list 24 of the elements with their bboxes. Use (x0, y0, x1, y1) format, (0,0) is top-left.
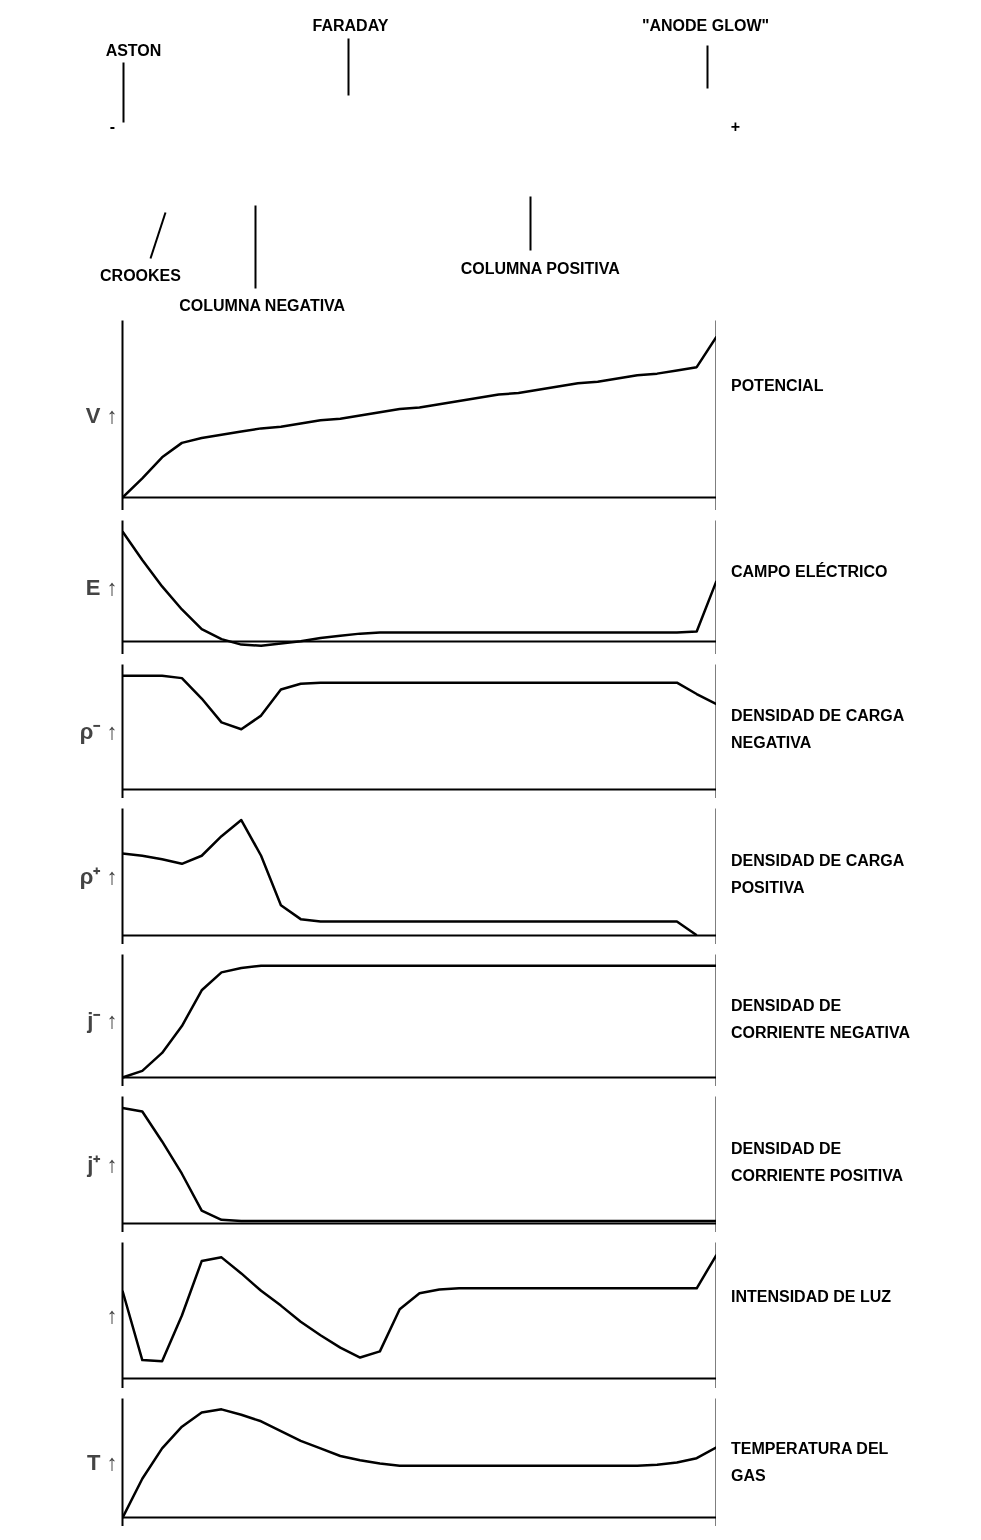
text: INTENSIDAD DE LUZ (731, 1287, 891, 1307)
text: DENSIDAD DE CARGA POSITIVA (731, 851, 905, 899)
y-axis-title: j⁻ ↑ (86, 1008, 118, 1033)
text: DENSIDAD DE CORRIENTE POSITIVA (731, 1139, 905, 1187)
text: DENSIDAD DE CORRIENTE NEGATIVA (731, 996, 911, 1044)
text: CROOKES (100, 267, 182, 284)
y-axis-title: ρ⁺ ↑ (79, 864, 118, 889)
text: + (730, 117, 741, 135)
y-axis-title: ρ⁻ ↑ (79, 719, 118, 744)
text: "ANODE GLOW" (641, 17, 770, 34)
text: POTENCIAL (731, 376, 824, 396)
text: - (109, 117, 116, 135)
y-axis-title: T ↑ (86, 1450, 118, 1475)
text: TEMPERATURA DEL GAS (731, 1439, 890, 1487)
text: FARADAY (312, 17, 389, 34)
y-axis-title: j⁺ ↑ (86, 1152, 118, 1177)
y-axis-title: ↑ (106, 1303, 118, 1328)
y-axis-title: E ↑ (85, 575, 118, 600)
text: CAMPO ELÉCTRICO (731, 561, 888, 582)
text: COLUMNA NEGATIVA (179, 297, 346, 314)
y-axis-title: V ↑ (85, 403, 118, 428)
text: COLUMNA POSITIVA (460, 260, 621, 277)
text: ASTON (105, 42, 162, 59)
text: DENSIDAD DE CARGA NEGATIVA (731, 706, 905, 754)
